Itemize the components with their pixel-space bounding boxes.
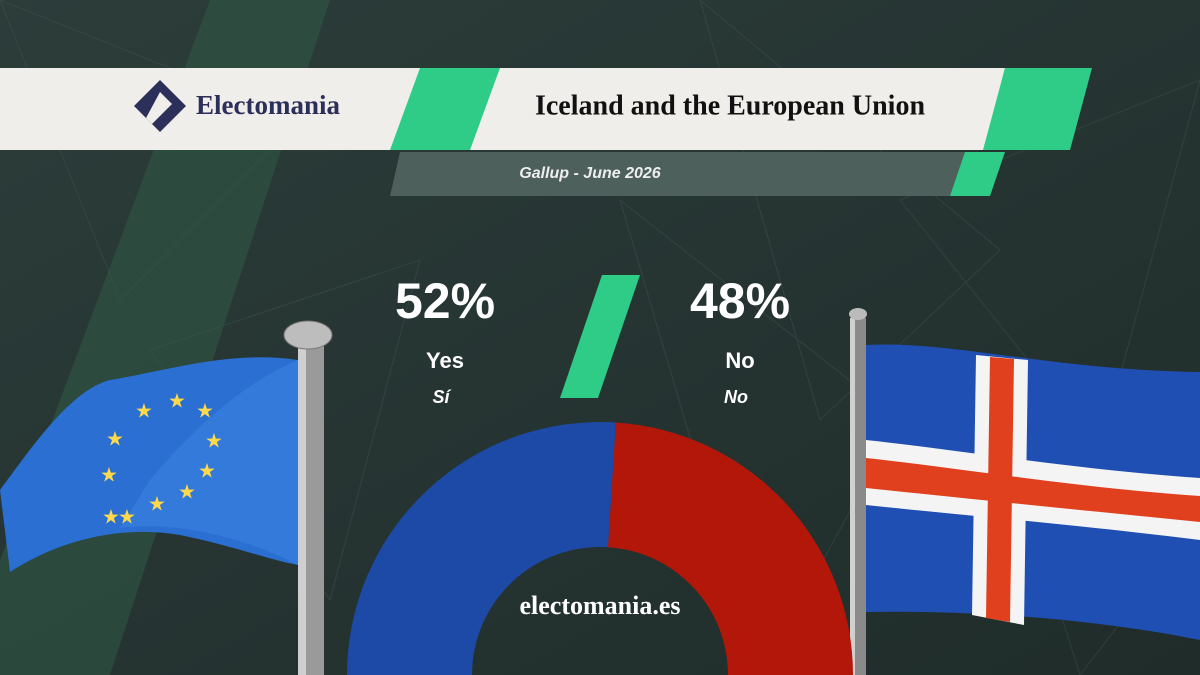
svg-text:★: ★ [118,506,136,528]
footer-url: electomania.es [519,591,680,620]
eu-flag: ★ ★ ★ ★★★ ★★★ ★★ [0,320,333,675]
category-label: Yes [426,348,464,373]
svg-text:★: ★ [102,506,120,528]
value-label: 48% [690,273,790,329]
svg-text:★: ★ [196,400,214,422]
donut-segment [608,422,853,675]
category-label: No [725,348,754,373]
donut-chart [347,422,853,675]
subtitle-accent [950,152,1005,196]
header-band [0,68,1005,150]
svg-text:★: ★ [100,464,118,486]
chart-labels: 52% Yes Sí 48% No No [395,273,790,407]
svg-text:★: ★ [148,493,166,515]
svg-text:★: ★ [178,481,196,503]
svg-text:★: ★ [106,428,124,450]
subtitle-band [390,152,1000,196]
svg-text:★: ★ [168,390,186,412]
category-translation: No [724,387,748,407]
brand-logo [134,80,186,132]
header-accent [983,68,1092,150]
svg-text:★: ★ [135,400,153,422]
category-translation: Sí [432,387,451,407]
divider-accent [560,275,640,398]
svg-text:★: ★ [205,430,223,452]
brand-name: Electomania [196,90,340,120]
donut-segment [347,422,616,675]
chart-subtitle: Gallup - June 2026 [519,165,660,182]
header-accent [390,68,500,150]
svg-text:★: ★ [198,460,216,482]
chart-title: Iceland and the European Union [535,90,925,121]
iceland-flag [849,308,1200,675]
value-label: 52% [395,273,495,329]
